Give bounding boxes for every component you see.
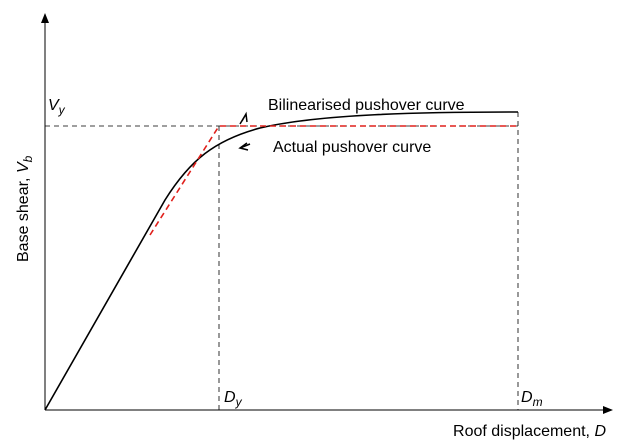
actual-leader (238, 142, 251, 151)
x-axis-label: Roof displacement, D (453, 423, 606, 440)
y-axis-label: Base shear, Vb (15, 155, 35, 262)
actual-label: Actual pushover curve (273, 139, 431, 156)
bilinear-label: Bilinearised pushover curve (268, 97, 465, 114)
max-displacement-label: Dm (521, 389, 543, 409)
actual-curve (44, 111, 519, 411)
bilinear-curve (149, 125, 518, 236)
bilinear-leader (239, 111, 248, 125)
yield-force-label: Vy (48, 97, 66, 117)
yield-displacement-label: Dy (224, 389, 243, 409)
